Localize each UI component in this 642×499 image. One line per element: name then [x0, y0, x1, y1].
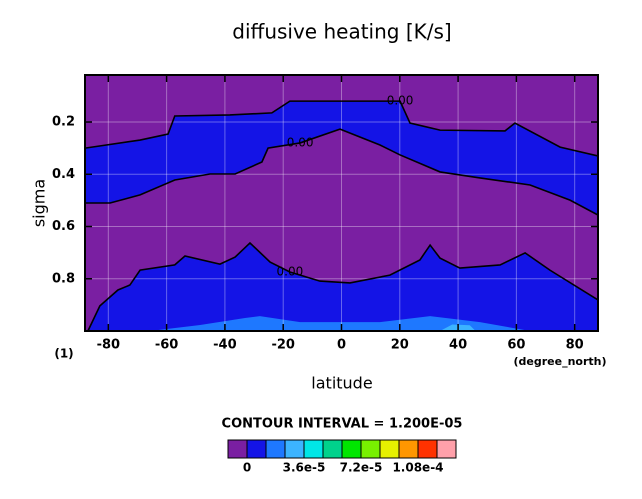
x-tick-label: 80 — [566, 338, 584, 353]
colorbar-box — [360, 439, 381, 459]
chart-title: diffusive heating [K/s] — [232, 20, 451, 44]
x-tick-label: 60 — [507, 338, 525, 353]
colorbar-label: 7.2e-5 — [340, 461, 383, 475]
x-tick-label: -20 — [271, 338, 295, 353]
x-tick-label: 0 — [337, 338, 346, 353]
y-tick-label: 0.8 — [52, 271, 75, 286]
x-axis-label: latitude — [311, 374, 372, 393]
x-unit: (degree_north) — [513, 355, 606, 368]
filled-region — [87, 242, 598, 331]
colorbar-box — [227, 439, 248, 459]
x-tick-label: -40 — [213, 338, 237, 353]
colorbar-box — [303, 439, 324, 459]
contour-label: 0.00 — [277, 264, 304, 278]
x-tick-label: 40 — [449, 338, 467, 353]
y-tick-label: 0.2 — [52, 115, 75, 130]
colorbar-box — [246, 439, 267, 459]
colorbar-label: 3.6e-5 — [283, 461, 326, 475]
contour-line — [85, 128, 598, 216]
contour-label: 0.00 — [287, 135, 314, 149]
colorbar-box — [322, 439, 343, 459]
colorbar-box — [379, 439, 400, 459]
x-tick-label: -60 — [155, 338, 179, 353]
contour-label: 0.00 — [387, 94, 414, 108]
colorbar-box — [417, 439, 438, 459]
contour-line — [87, 241, 598, 331]
overlay: -80 -60 -40 -20 0 20 40 60 80 0.2 0.4 0.6 0.8 0 3.6e-5… — [52, 74, 599, 475]
colorbar-box — [265, 439, 286, 459]
plot-area: 0.00 0.00 0.00 — [85, 75, 598, 331]
filled-region — [85, 101, 598, 216]
colorbar-label: 0 — [243, 461, 251, 475]
colorbar-box — [284, 439, 305, 459]
x-tick-label: 20 — [391, 338, 409, 353]
panel-label: (1) — [54, 347, 73, 361]
y-axis-label: sigma — [30, 179, 49, 227]
colorbar-label: 1.08e-4 — [392, 461, 443, 475]
y-tick-label: 0.6 — [52, 219, 75, 234]
colorbar-box — [436, 439, 457, 459]
colorbar-box — [398, 439, 419, 459]
y-tick-label: 0.4 — [52, 167, 75, 182]
filled-region — [149, 316, 531, 331]
contour-interval: CONTOUR INTERVAL = 1.200E-05 — [222, 417, 463, 432]
x-tick-label: -80 — [97, 338, 121, 353]
contour-line — [85, 100, 598, 157]
colorbar-box — [341, 439, 362, 459]
